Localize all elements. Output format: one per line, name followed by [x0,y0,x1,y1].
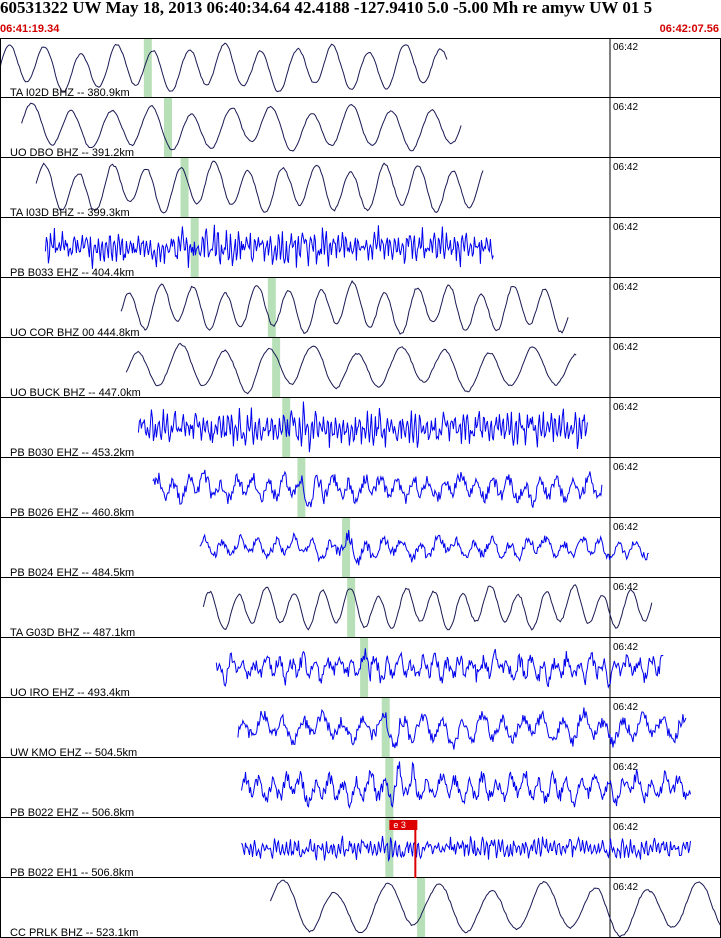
channel-label: PB B024 EHZ -- 484.5km [10,567,134,579]
pick-marker[interactable] [417,878,426,938]
channel-label: PB B022 EHZ -- 506.8km [10,807,134,819]
waveform [0,42,448,93]
channel-label: PB B026 EHZ -- 460.8km [10,507,134,519]
minute-label: 06:42 [613,222,638,233]
waveform [202,584,653,631]
waveform [241,835,691,862]
channel-label: UO DBO BHZ -- 391.2km [10,147,134,159]
pick-marker[interactable] [360,638,369,698]
minute-label: 06:42 [613,402,638,413]
channel-label: PB B030 EHZ -- 453.2km [10,447,134,459]
minute-label: 06:42 [613,42,638,53]
trace-panel[interactable] [0,458,721,518]
waveform [125,342,577,395]
pick-marker[interactable] [347,578,356,638]
waveform [44,224,494,269]
pick-marker[interactable] [267,278,276,338]
minute-label: 06:42 [613,762,638,773]
pick-flag[interactable] [389,820,418,830]
minute-label: 06:42 [613,582,638,593]
minute-label: 06:42 [613,702,638,713]
event-header: 60531322 UW May 18, 2013 06:40:34.64 42.… [0,0,721,38]
waveform [199,530,649,566]
pick-flag-label: e 3 [393,820,406,830]
minute-label: 06:42 [613,462,638,473]
trace-panel[interactable] [0,518,721,578]
minute-label: 06:42 [613,282,638,293]
trace-panel[interactable] [0,158,721,218]
minute-label: 06:42 [613,162,638,173]
waveform [152,469,603,508]
trace-panel[interactable] [0,578,721,638]
channel-label: TA I02D BHZ -- 380.9km [10,87,130,99]
channel-label: UW KMO EHZ -- 504.5km [10,747,137,759]
channel-label: CC PRLK BHZ -- 523.1km [10,927,138,938]
trace-panel[interactable] [0,278,721,338]
waveform [21,102,462,152]
waveform [269,879,721,938]
pick-marker[interactable] [180,158,189,218]
trace-panel[interactable] [0,338,721,398]
waveform [237,707,687,750]
minute-label: 06:42 [613,102,638,113]
minute-label: 06:42 [613,642,638,653]
seismogram-panel[interactable]: 06:42 TA I02D BHZ -- 380.9km 06:42 UO DBO B… [0,38,721,938]
waveform [35,160,484,214]
start-time: 06:41:19.34 [0,23,60,35]
channel-label: UO BUCK BHZ -- 447.0km [10,387,141,399]
waveform [215,648,664,689]
minute-label: 06:42 [613,522,638,533]
trace-panel[interactable] [0,98,721,158]
minute-label: 06:42 [613,822,638,833]
pick-marker[interactable] [385,818,394,878]
waveform [241,761,691,809]
channel-label: PB B022 EH1 -- 506.8km [10,867,134,879]
pick-marker[interactable] [342,518,351,578]
channel-label: UO IRO EHZ -- 493.4km [10,687,130,699]
channel-label: TA G03D BHZ -- 487.1km [10,627,135,639]
channel-label: PB B033 EHZ -- 404.4km [10,267,134,279]
pick-marker[interactable] [163,98,172,158]
waveform [120,280,569,335]
channel-label: TA I03D BHZ -- 399.3km [10,207,130,219]
minute-label: 06:42 [613,882,638,893]
waveform [137,401,588,453]
trace-panel[interactable] [0,878,721,938]
pick-marker[interactable] [143,38,152,98]
pick-marker[interactable] [381,698,390,758]
pick-marker[interactable] [272,338,281,398]
trace-panel[interactable] [0,758,721,818]
event-title: 60531322 UW May 18, 2013 06:40:34.64 42.… [0,0,653,17]
pick-marker[interactable] [282,398,291,458]
pick-marker[interactable] [385,758,394,818]
channel-label: UO COR BHZ 00 444.8km [10,327,140,339]
minute-label: 06:42 [613,342,638,353]
pick-marker[interactable] [297,458,306,518]
end-time: 06:42:07.56 [659,23,719,35]
